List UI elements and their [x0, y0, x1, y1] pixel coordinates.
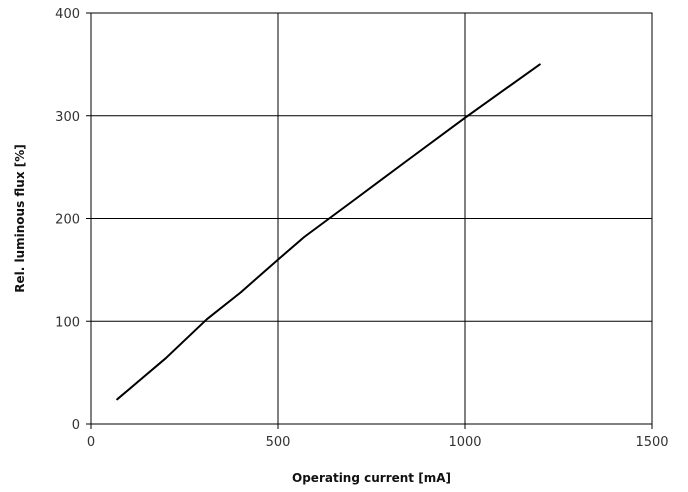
x-axis-ticks: 0 500 1000 1500 — [87, 424, 669, 450]
y-tick-label: 100 — [55, 315, 80, 330]
x-tick-label: 500 — [266, 435, 291, 450]
y-axis-ticks: 0 100 200 300 400 — [55, 7, 91, 433]
x-tick-label: 0 — [87, 435, 95, 450]
grid — [90, 12, 653, 425]
x-axis-title: Operating current [mA] — [292, 471, 451, 485]
y-tick-label: 300 — [55, 110, 80, 125]
series-line — [116, 63, 541, 401]
x-tick-label: 1000 — [448, 435, 481, 450]
y-axis-title: Rel. luminous flux [%] — [13, 144, 27, 293]
x-tick-label: 1500 — [635, 435, 668, 450]
series-layer — [116, 63, 541, 401]
y-tick-label: 400 — [55, 7, 80, 22]
y-tick-label: 0 — [72, 418, 80, 433]
y-tick-label: 200 — [55, 213, 80, 228]
